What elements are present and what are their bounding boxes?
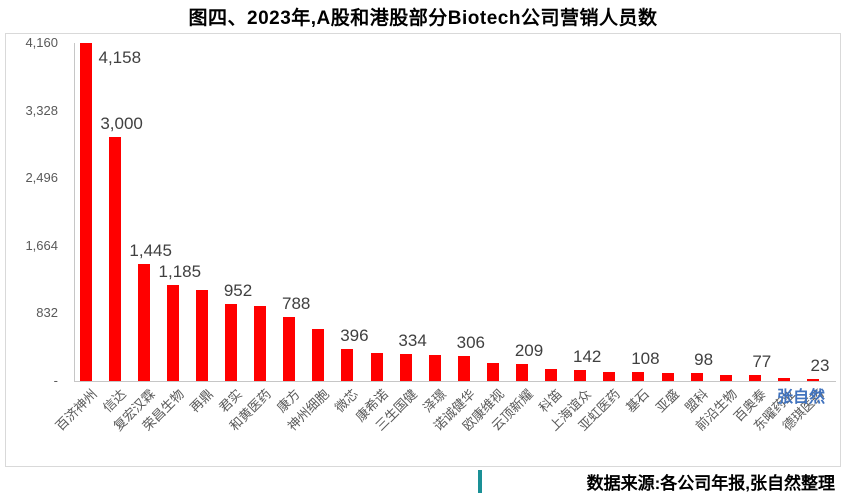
bar-value-label: 209 [514, 341, 544, 360]
bar [254, 306, 267, 382]
y-axis-line [74, 43, 75, 382]
bar-value-label: 3,000 [100, 114, 143, 134]
bar [486, 362, 499, 381]
bar-value-label: 23 [810, 356, 830, 376]
bar-value-label: 4,158 [98, 48, 142, 68]
bar-value-label: 788 [282, 294, 311, 313]
bar [137, 263, 150, 381]
bar [777, 378, 790, 381]
chart-title: 图四、2023年,A股和港股部分Biotech公司营销人员数 [188, 8, 658, 29]
bar [166, 284, 179, 381]
y-axis-tick-label: 4,160 [25, 35, 58, 50]
chart-frame: 4,160 3,328 2,496 1,664 832 - 4,158 3,000 1,445… [5, 33, 841, 467]
bar [428, 355, 441, 381]
bar [225, 303, 237, 381]
bar [545, 368, 558, 381]
bar [690, 373, 703, 381]
y-axis-tick-label: 2,496 [25, 170, 58, 186]
bar [195, 290, 208, 381]
bar [312, 329, 325, 381]
bar-value-label: 142 [573, 346, 602, 366]
x-axis-category-label: 再鼎 [186, 386, 216, 416]
bar [574, 369, 587, 381]
y-axis-tick-label: 832 [36, 305, 58, 321]
bar-value-label: 108 [631, 349, 660, 369]
bar [807, 379, 819, 381]
y-axis-tick-label: - [53, 373, 58, 388]
bar [370, 353, 383, 381]
source-accent-bar [478, 470, 482, 493]
bar-value-label: 306 [456, 333, 485, 353]
bar [661, 372, 674, 381]
bar-value-label: 1,185 [158, 261, 202, 281]
bar [457, 356, 470, 381]
source-note: 数据来源:各公司年报,张自然整理 [586, 474, 835, 493]
x-axis-category-label: 亚盛 [652, 386, 682, 416]
bar-value-label: 77 [752, 351, 772, 371]
bar-value-label: 396 [340, 325, 369, 345]
y-axis-tick-label: 3,328 [25, 102, 58, 118]
bar [632, 372, 645, 381]
bar [748, 374, 761, 381]
watermark: 张自然 [776, 389, 825, 406]
bar [603, 371, 616, 381]
bar-value-label: 334 [398, 330, 427, 350]
bar [79, 43, 92, 381]
bar [719, 374, 732, 381]
bar [399, 353, 412, 381]
x-axis-category-label: 百济神州 [52, 386, 100, 434]
source-note-row: 数据来源:各公司年报,张自然整理 [0, 467, 846, 496]
x-axis-category-label: 基石 [623, 386, 653, 416]
bar [341, 348, 354, 381]
y-axis-tick-label: 1,664 [25, 237, 58, 253]
bar [283, 317, 296, 381]
bar [108, 137, 121, 382]
bar-value-label: 1,445 [129, 240, 172, 260]
bar-value-label: 952 [223, 280, 253, 300]
bar-value-label: 98 [694, 350, 714, 369]
x-axis-line [74, 381, 836, 382]
bar [516, 364, 528, 381]
